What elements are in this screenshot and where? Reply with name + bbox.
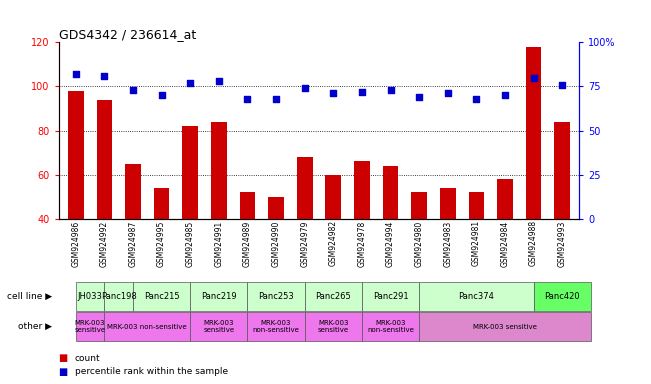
Point <box>557 81 568 88</box>
Point <box>271 96 281 102</box>
Text: Panc219: Panc219 <box>201 292 237 301</box>
Bar <box>68 91 83 219</box>
Text: Panc374: Panc374 <box>458 292 494 301</box>
Point <box>328 90 339 96</box>
Text: GDS4342 / 236614_at: GDS4342 / 236614_at <box>59 28 196 41</box>
Point <box>242 96 253 102</box>
Point <box>443 90 453 96</box>
Point <box>70 71 81 77</box>
Bar <box>154 188 169 219</box>
Bar <box>411 192 427 219</box>
Bar <box>383 166 398 219</box>
Bar <box>297 157 312 219</box>
Bar <box>182 126 198 219</box>
Point <box>385 87 396 93</box>
Point <box>357 89 367 95</box>
Text: MRK-003 non-sensitive: MRK-003 non-sensitive <box>107 324 187 329</box>
Text: MRK-003
sensitive: MRK-003 sensitive <box>74 320 105 333</box>
Bar <box>268 197 284 219</box>
Text: Panc265: Panc265 <box>316 292 351 301</box>
Point <box>471 96 482 102</box>
Point <box>185 80 195 86</box>
Point <box>299 85 310 91</box>
Point <box>99 73 109 79</box>
Text: percentile rank within the sample: percentile rank within the sample <box>75 367 228 376</box>
Text: Panc291: Panc291 <box>373 292 408 301</box>
Text: Panc253: Panc253 <box>258 292 294 301</box>
Bar <box>96 100 112 219</box>
Bar <box>326 175 341 219</box>
Bar <box>354 162 370 219</box>
Text: MRK-003 sensitive: MRK-003 sensitive <box>473 324 537 329</box>
Text: MRK-003
sensitive: MRK-003 sensitive <box>203 320 234 333</box>
Point <box>128 87 138 93</box>
Bar <box>125 164 141 219</box>
Text: Panc198: Panc198 <box>101 292 137 301</box>
Text: cell line ▶: cell line ▶ <box>7 292 52 301</box>
Text: MRK-003
non-sensitive: MRK-003 non-sensitive <box>367 320 414 333</box>
Text: ■: ■ <box>59 353 68 363</box>
Text: Panc420: Panc420 <box>544 292 580 301</box>
Bar <box>211 122 227 219</box>
Text: ■: ■ <box>59 367 68 377</box>
Text: MRK-003
non-sensitive: MRK-003 non-sensitive <box>253 320 299 333</box>
Point <box>500 92 510 98</box>
Point <box>414 94 424 100</box>
Point <box>214 78 224 84</box>
Bar <box>526 47 542 219</box>
Text: Panc215: Panc215 <box>144 292 180 301</box>
Text: JH033: JH033 <box>77 292 102 301</box>
Text: count: count <box>75 354 100 363</box>
Text: MRK-003
sensitive: MRK-003 sensitive <box>318 320 349 333</box>
Point <box>529 74 539 81</box>
Point <box>156 92 167 98</box>
Bar <box>497 179 513 219</box>
Bar <box>555 122 570 219</box>
Bar <box>440 188 456 219</box>
Bar <box>240 192 255 219</box>
Bar <box>469 192 484 219</box>
Text: other ▶: other ▶ <box>18 322 52 331</box>
